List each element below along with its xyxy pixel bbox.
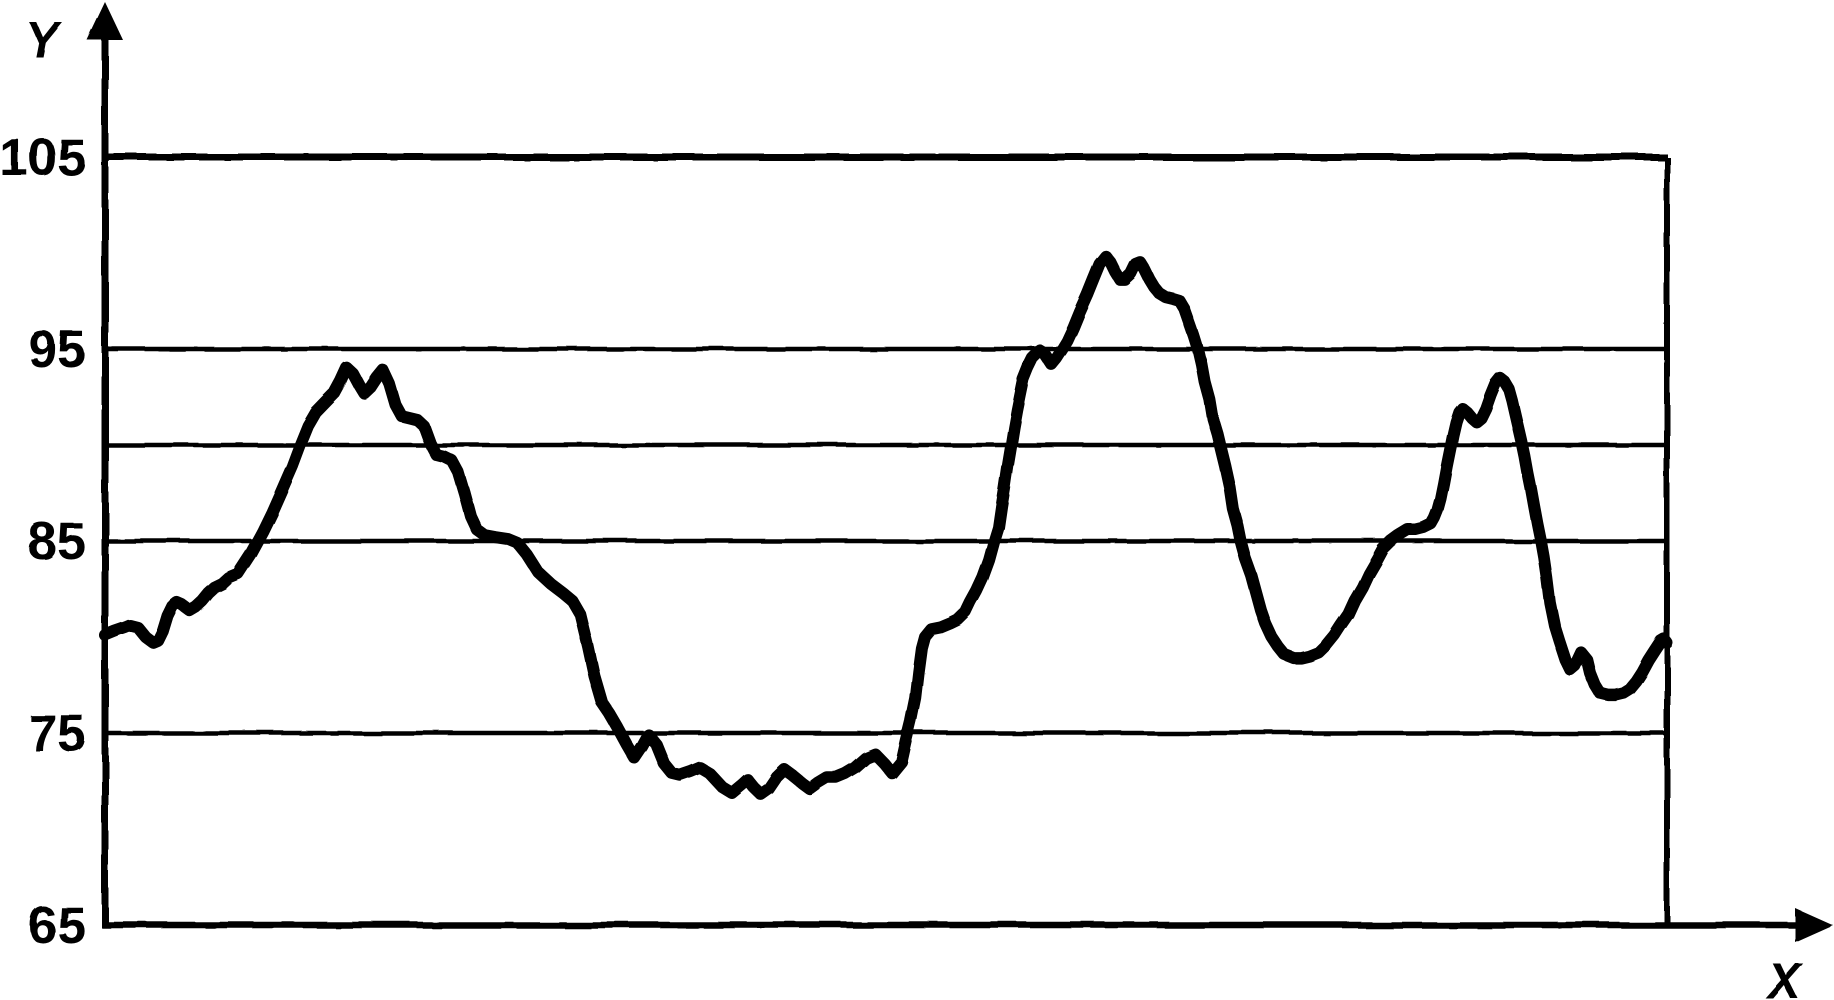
x-axis-label: X	[1764, 953, 1803, 1000]
y-tick-label-95: 95	[28, 321, 86, 379]
x-axis-arrow-icon	[1795, 908, 1833, 942]
y-tick-label-75: 75	[28, 705, 86, 763]
signal-curve	[99, 250, 1673, 801]
y-tick-label-105: 105	[0, 129, 86, 187]
axes	[87, 2, 1833, 942]
y-axis-label: Y	[25, 12, 63, 68]
y-tick-label-85: 85	[28, 513, 86, 571]
y-axis-arrow-icon	[87, 2, 123, 40]
y-tick-labels: 105 95 85 75 65	[0, 129, 86, 955]
y-tick-label-65: 65	[28, 897, 86, 955]
gridlines	[105, 153, 1667, 736]
